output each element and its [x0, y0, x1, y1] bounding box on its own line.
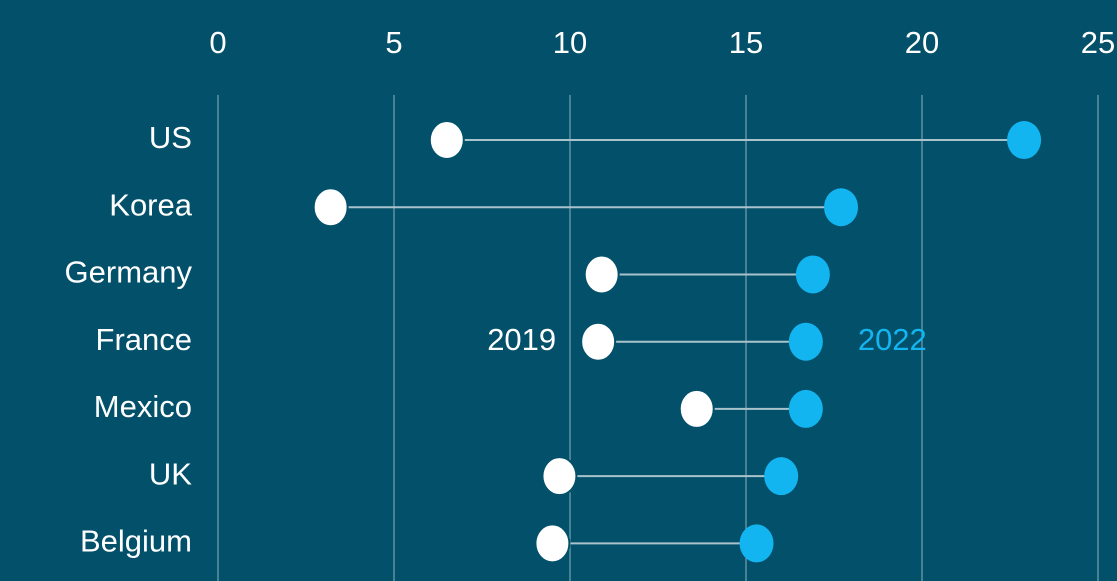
y-tick-label: Germany: [65, 255, 193, 290]
dot: [312, 187, 349, 228]
dot: [788, 322, 823, 361]
dot: [534, 523, 571, 564]
dot: [678, 388, 715, 429]
y-tick-label: France: [96, 322, 192, 357]
dot: [764, 457, 799, 496]
dot: [583, 254, 620, 295]
y-tick-label: Belgium: [80, 524, 192, 559]
dot: [795, 255, 830, 294]
dot: [541, 456, 578, 497]
x-tick-label: 15: [729, 25, 763, 60]
dot: [580, 321, 617, 362]
dot: [739, 524, 774, 563]
x-tick-label: 25: [1081, 25, 1115, 60]
x-tick-label: 0: [209, 25, 226, 60]
dot: [428, 120, 465, 161]
y-tick-label: UK: [149, 456, 192, 491]
y-tick-label: US: [149, 120, 192, 155]
dot: [824, 188, 859, 227]
x-tick-label: 20: [905, 25, 939, 60]
legend-label: 2022: [858, 322, 927, 357]
y-tick-label: Mexico: [94, 389, 192, 424]
y-tick-label: Korea: [109, 187, 192, 222]
legend-label: 2019: [487, 322, 556, 357]
dot: [788, 389, 823, 428]
x-tick-label: 10: [553, 25, 587, 60]
x-tick-label: 5: [385, 25, 402, 60]
dot: [1007, 121, 1042, 160]
